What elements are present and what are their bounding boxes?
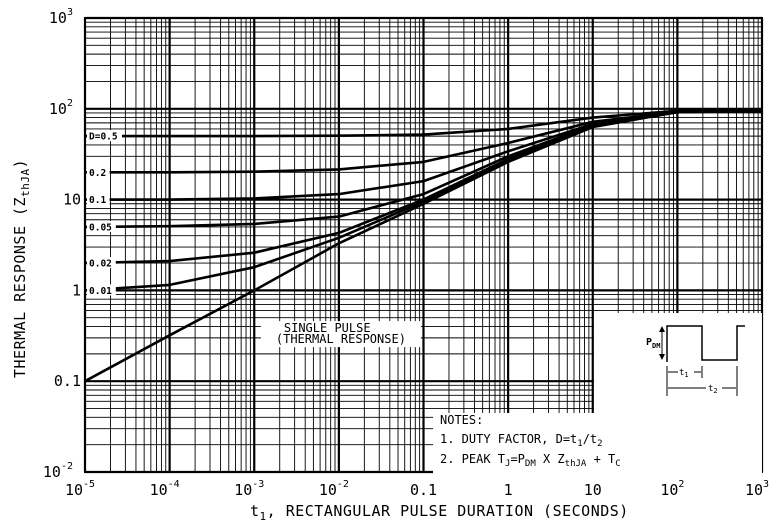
y-tick-label-4: 102	[49, 98, 73, 118]
duty-label-3: 0.05	[89, 222, 112, 233]
plot-frame	[84, 17, 763, 473]
annotation-background	[260, 321, 421, 348]
duty-label-bg-0	[87, 130, 122, 142]
duty-label-bg-5	[87, 284, 116, 296]
x-tick-label-8: 103	[745, 479, 769, 499]
response-curves	[84, 109, 763, 383]
duty-label-bg-3	[87, 220, 116, 232]
pdm-arrow-down	[659, 354, 665, 360]
pdm-arrow-up	[659, 326, 665, 332]
x-tick-label-6: 10	[584, 481, 602, 499]
note-duty-factor: 1. DUTY FACTOR, D=t1/t2	[440, 432, 603, 449]
notes-title: NOTES:	[440, 413, 483, 427]
duty-label-bg-4	[87, 257, 116, 269]
x-tick-label-1: 10-4	[150, 479, 180, 499]
duty-label-5: 0.01	[89, 286, 112, 297]
duty-label-1: 0.2	[89, 168, 106, 179]
pulse-waveform	[666, 325, 745, 362]
y-tick-label-0: 10-2	[43, 461, 73, 481]
duty-label-bg-1	[87, 166, 110, 178]
duty-label-0: D=0.5	[89, 132, 118, 143]
x-tick-label-0: 10-5	[65, 479, 95, 499]
duty-label-2: 0.1	[89, 195, 106, 206]
x-tick-label-7: 102	[660, 479, 684, 499]
y-tick-label-1: 0.1	[54, 372, 81, 390]
x-tick-labels: 10-5 10-4 10-3 10-2 0.1 1 10 102 103	[65, 479, 769, 499]
t2-label-bg	[706, 382, 722, 394]
x-tick-label-4: 0.1	[410, 481, 437, 499]
y-tick-label-5: 103	[49, 7, 73, 27]
annotation-line-2: (THERMAL RESPONSE)	[276, 332, 406, 346]
pdm-label: PDM	[646, 337, 660, 350]
t2-label: t2	[708, 384, 718, 395]
x-tick-label-2: 10-3	[234, 479, 264, 499]
y-axis-title: THERMAL RESPONSE (ZthJA)	[11, 159, 32, 378]
series-line-0	[85, 109, 762, 138]
note-peak-temperature: 2. PEAK TJ=PDM X ZthJA + TC	[440, 452, 621, 469]
notes-background	[433, 413, 762, 475]
x-tick-label-3: 10-2	[319, 479, 349, 499]
annotation-line-1: SINGLE PULSE	[284, 321, 371, 335]
t1-label-bg	[678, 366, 694, 378]
x-axis-title: t1, RECTANGULAR PULSE DURATION (SECONDS)	[250, 502, 629, 523]
notes-box: NOTES: 1. DUTY FACTOR, D=t1/t2 2. PEAK T…	[433, 413, 762, 475]
single-pulse-annotation: SINGLE PULSE (THERMAL RESPONSE)	[260, 321, 421, 348]
y-tick-labels: 10-2 0.1 1 10 102 103	[43, 7, 81, 481]
duty-labels: D=0.5 0.2 0.1 0.05 0.02 0.01	[87, 130, 122, 297]
inset-background	[594, 313, 762, 413]
series-line-6	[84, 109, 763, 383]
duty-label-4: 0.02	[89, 259, 112, 270]
y-tick-label-2: 1	[72, 281, 81, 299]
duty-label-bg-2	[87, 193, 110, 205]
t1-label: t1	[679, 368, 689, 379]
x-tick-label-5: 1	[504, 481, 513, 499]
pulse-waveform-inset: PDM t1 t2	[594, 313, 762, 413]
y-tick-label-3: 10	[63, 191, 81, 209]
